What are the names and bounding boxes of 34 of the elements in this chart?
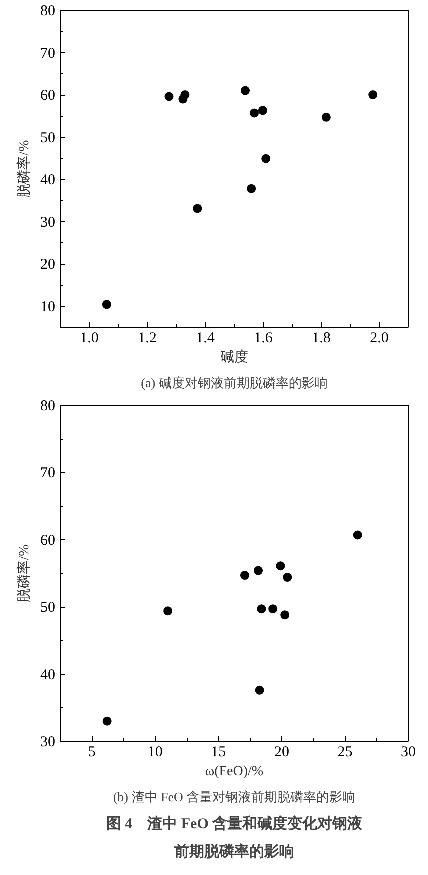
x-tick-label: 1.8 (312, 330, 331, 346)
y-tick-label: 50 (40, 600, 56, 616)
y-tick-label: 70 (40, 466, 56, 482)
x-axis-title: 碱度 (220, 350, 248, 366)
y-tick-label: 60 (40, 532, 56, 549)
y-axis-title: 脱磷率/% (16, 140, 32, 198)
y-tick-label: 80 (40, 4, 56, 20)
text: (a) 碱度对钢液前期脱磷率的影响 (141, 376, 328, 390)
x-tick-label: 1.2 (138, 330, 157, 346)
x-tick-label: 2.0 (370, 330, 389, 346)
y-tick-label: 70 (40, 46, 56, 62)
y-tick-label: 80 (40, 398, 56, 414)
y-tick-label: 30 (40, 214, 56, 231)
y-tick-label: 40 (40, 172, 56, 189)
x-tick-label: 5 (88, 744, 96, 760)
text: (b) 渣中 FeO 含量对钢液前期脱磷率的影响 (113, 790, 356, 804)
x-tick-label: 15 (211, 744, 226, 760)
y-tick-label: 50 (40, 130, 56, 146)
y-tick-label: 20 (40, 257, 56, 274)
x-tick-label: 1.4 (196, 330, 216, 346)
x-tick-label: 20 (274, 744, 290, 760)
caption: 图 4 渣中 FeO 含量和碱度变化对钢液 (106, 814, 364, 832)
y-tick-label: 30 (40, 734, 56, 750)
y-tick-label: 10 (40, 299, 56, 316)
y-axis-title: 脱磷率/% (16, 544, 32, 602)
x-axis-title: ω(FeO)/% (205, 764, 264, 780)
x-tick-label: 1.0 (80, 330, 99, 346)
x-tick-label: 1.6 (254, 330, 274, 346)
y-tick-label: 60 (40, 88, 56, 104)
x-tick-label: 30 (401, 744, 416, 760)
text: 前期脱磷率的影响 (174, 842, 294, 860)
x-tick-label: 25 (338, 744, 353, 760)
x-tick-label: 10 (148, 744, 163, 760)
y-tick-label: 40 (40, 667, 56, 684)
